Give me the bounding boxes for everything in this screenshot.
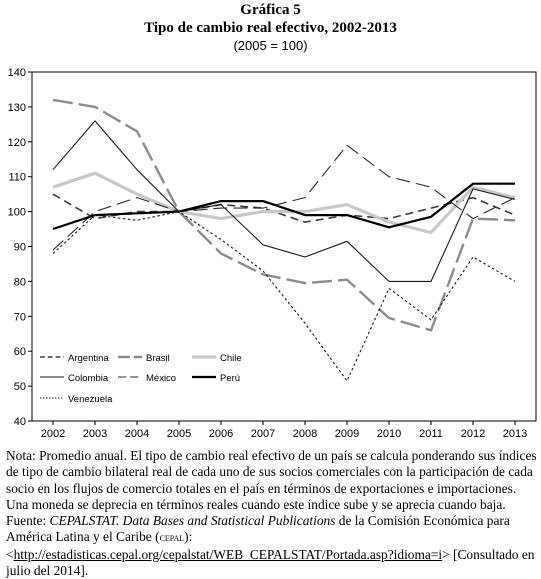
y-tick-label: 130 (8, 102, 26, 114)
series-line-venezuela (52, 211, 516, 382)
x-tick-label: 2009 (335, 428, 359, 440)
legend-label: Venezuela (68, 394, 113, 405)
x-tick-label: 2006 (209, 428, 233, 440)
legend-label: México (146, 373, 176, 384)
x-tick-label: 2002 (41, 428, 65, 440)
plot-frame (31, 71, 537, 422)
legend-label: Perú (220, 373, 240, 384)
source-link[interactable]: http://estadisticas.cepal.org/cepalstat/… (13, 546, 443, 562)
x-tick-label: 2004 (125, 428, 149, 440)
y-tick-label: 90 (14, 242, 26, 254)
y-tick-label: 100 (8, 207, 26, 219)
source-label: Fuente: (6, 513, 50, 529)
source-text: Fuente: CEPALSTAT. Data Bases and Statis… (6, 513, 535, 579)
legend-label: Chile (220, 353, 242, 364)
series-line-chile (52, 171, 516, 235)
source-mid: de la Comisión Económica para América La… (6, 513, 510, 545)
legend-label: Brasil (146, 353, 170, 364)
x-tick-label: 2003 (83, 428, 107, 440)
y-tick-label: 60 (14, 346, 26, 358)
legend-label: Argentina (68, 353, 109, 364)
x-tick-label: 2012 (461, 428, 485, 440)
y-tick-label: 40 (14, 416, 26, 428)
chart-notes: Nota: Promedio anual. El tipo de cambio … (6, 448, 538, 579)
x-tick-label: 2008 (293, 428, 317, 440)
x-tick-label: 2013 (503, 428, 527, 440)
note-text: Nota: Promedio anual. El tipo de cambio … (6, 448, 537, 512)
y-tick-label: 120 (8, 137, 26, 149)
chart-title: Tipo de cambio real efectivo, 2002-2013 (144, 20, 397, 36)
legend-label: Colombia (68, 373, 109, 384)
line-chart: 40 50 60 70 80 90 100 110 120 130 140 2002 2003 2004 2… (8, 67, 537, 440)
series-line-mxico (52, 144, 516, 251)
x-tick-label: 2011 (419, 428, 443, 440)
series-line-brasil (52, 98, 516, 332)
x-tick-label: 2005 (167, 428, 191, 440)
x-tick-label: 2007 (251, 428, 275, 440)
y-tick-label: 110 (8, 172, 26, 184)
series-line-per (52, 182, 515, 231)
y-tick-label: 140 (8, 67, 26, 79)
figure-label: Gráfica 5 (240, 2, 301, 18)
source-publication: CEPALSTAT. Data Bases and Statistical Pu… (49, 513, 336, 529)
chart-subtitle: (2005 = 100) (233, 38, 308, 53)
y-tick-label: 70 (14, 311, 26, 323)
x-tick-label: 2010 (377, 428, 401, 440)
y-tick-label: 50 (14, 381, 26, 393)
series-line-colombia (52, 120, 516, 282)
y-tick-label: 80 (14, 276, 26, 288)
source-org: cepal (159, 532, 185, 545)
